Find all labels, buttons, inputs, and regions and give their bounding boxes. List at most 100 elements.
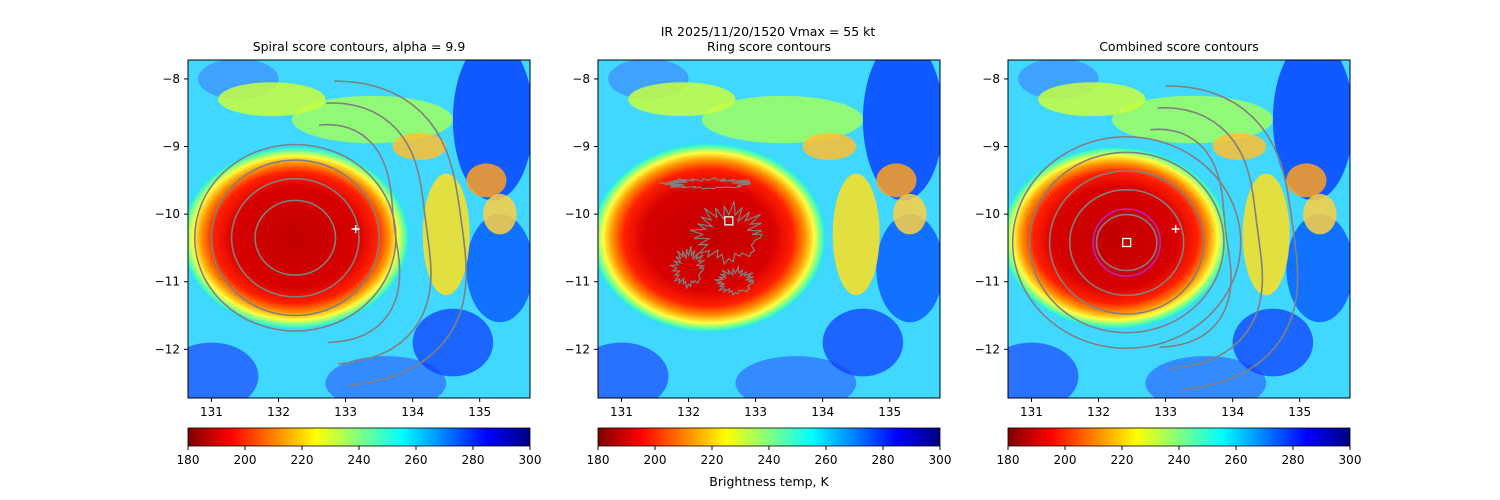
score-contour-ring	[1048, 170, 1205, 315]
x-tick-label: 132	[677, 405, 700, 419]
cold-cloud-band	[1286, 163, 1327, 198]
spiral-center-marker	[351, 225, 360, 233]
y-tick-label: −8	[982, 72, 1000, 86]
x-tick-label: 134	[1221, 405, 1244, 419]
warm-patch	[862, 60, 940, 201]
figure-suptitle: IR 2025/11/20/1520 Vmax = 55 kt	[661, 24, 876, 39]
score-contour-ring	[1028, 151, 1225, 334]
panel-title: Ring score contours	[707, 39, 831, 54]
panel-1: Spiral score contours, alpha = 9.9 131 132…	[155, 39, 542, 467]
colorbar-tick-label: 180	[997, 453, 1020, 467]
spiral-score-contour	[1157, 107, 1264, 370]
cold-cloud-band	[1212, 133, 1267, 161]
score-contour-ring	[230, 177, 360, 298]
warm-patch	[412, 308, 494, 377]
colorbar-tick-label: 300	[929, 453, 952, 467]
panel-title: Combined score contours	[1099, 39, 1259, 54]
score-contour-ring	[1095, 213, 1158, 272]
y-tick-label: −9	[982, 140, 1000, 154]
cold-cloud-band	[218, 82, 326, 117]
colorbar-tick-label: 200	[234, 453, 257, 467]
warm-patch	[735, 356, 857, 398]
y-tick-label: −10	[975, 207, 1000, 221]
x-tick-label: 131	[200, 405, 223, 419]
score-contour-ring	[210, 159, 380, 317]
cold-cloud-band	[802, 133, 857, 161]
cold-cloud-band	[893, 193, 927, 235]
colorbar-tick-label: 280	[872, 453, 895, 467]
colorbar	[1007, 427, 1351, 447]
panel-2: Ring score contours 131 132 133 134 135 −8 −9 −1…	[565, 39, 952, 467]
ring-score-contour	[714, 264, 755, 297]
y-tick-label: −12	[975, 342, 1000, 356]
cold-cloud-band	[628, 82, 736, 117]
score-contour-ring	[1068, 188, 1185, 297]
y-tick-label: −11	[155, 275, 180, 289]
spiral-score-contour	[319, 123, 401, 344]
score-contour-ring	[254, 199, 337, 276]
ring-center-marker	[724, 216, 734, 226]
colorbar	[597, 427, 941, 447]
axes-frame	[1007, 59, 1351, 399]
colorbar-tick-label: 220	[701, 453, 724, 467]
panel-3: Combined score contours 131 132 133 134 135 −8…	[975, 39, 1362, 467]
y-tick-label: −11	[975, 275, 1000, 289]
ring-score-contour	[658, 177, 752, 190]
y-tick-label: −11	[565, 275, 590, 289]
y-tick-label: −8	[162, 72, 180, 86]
x-tick-label: 135	[878, 405, 901, 419]
x-tick-label: 134	[811, 405, 834, 419]
warm-patch	[1272, 60, 1350, 201]
y-tick-label: −8	[572, 72, 590, 86]
cold-cloud-band	[701, 95, 863, 144]
colorbar-tick-label: 280	[462, 453, 485, 467]
warm-patch	[188, 342, 259, 398]
heatmap-image	[188, 60, 530, 398]
y-tick-label: −12	[565, 342, 590, 356]
colorbar-tick-label: 240	[348, 453, 371, 467]
spiral-score-contour	[1150, 128, 1232, 348]
cold-cloud-band	[483, 193, 517, 235]
y-tick-label: −9	[162, 140, 180, 154]
colorbar-tick-label: 200	[1054, 453, 1077, 467]
colorbar-tick-label: 260	[815, 453, 838, 467]
x-tick-label: 132	[1087, 405, 1110, 419]
cold-cloud-band	[876, 163, 917, 198]
spiral-score-contour	[334, 80, 468, 386]
score-contours	[193, 80, 468, 386]
warm-patch	[598, 342, 669, 398]
central-dense-overcast	[598, 143, 826, 333]
x-tick-label: 131	[1020, 405, 1043, 419]
x-tick-label: 133	[744, 405, 767, 419]
y-tick-label: −10	[565, 207, 590, 221]
colorbar-tick-label: 260	[405, 453, 428, 467]
x-tick-label: 132	[267, 405, 290, 419]
axes-frame	[187, 59, 531, 399]
warm-patch	[822, 308, 904, 377]
warm-patch	[1232, 308, 1314, 377]
cold-cloud-band	[1242, 173, 1290, 296]
cold-cloud-band	[392, 133, 447, 161]
cold-cloud-band	[832, 173, 880, 296]
colorbar-tick-label: 280	[1282, 453, 1305, 467]
x-tick-label: 134	[401, 405, 424, 419]
central-dense-overcast	[1008, 146, 1230, 330]
spiral-score-contour	[1165, 85, 1299, 391]
warm-patch	[1008, 342, 1079, 398]
colorbar-tick-label: 300	[519, 453, 542, 467]
score-contours	[1011, 85, 1299, 391]
y-tick-label: −9	[572, 140, 590, 154]
colorbar-tick-label: 180	[587, 453, 610, 467]
axes-frame	[597, 59, 941, 399]
score-contour-ring	[1011, 135, 1242, 350]
warm-patch	[1145, 356, 1267, 398]
colorbar-tick-label: 240	[1168, 453, 1191, 467]
cold-cloud-band	[1111, 95, 1273, 144]
x-tick-label: 135	[468, 405, 491, 419]
cold-cloud-band	[422, 173, 470, 296]
colorbar-tick-label: 300	[1339, 453, 1362, 467]
cold-cloud-band	[466, 163, 507, 198]
panel-title: Spiral score contours, alpha = 9.9	[253, 39, 466, 54]
heatmap-image	[1008, 60, 1350, 398]
